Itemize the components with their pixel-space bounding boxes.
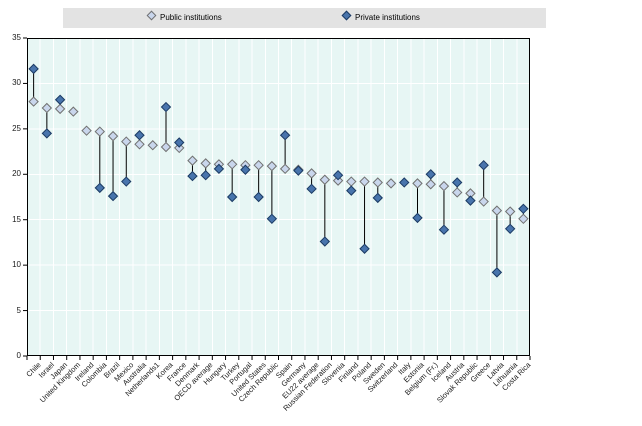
private-marker <box>200 169 211 181</box>
public-marker <box>425 179 436 190</box>
y-tick-label: 25 <box>12 123 21 133</box>
public-marker <box>107 130 119 142</box>
plot-svg <box>23 37 531 360</box>
private-marker <box>346 185 357 196</box>
private-marker <box>134 130 145 141</box>
private-marker <box>306 183 317 195</box>
public-marker <box>81 125 92 136</box>
y-tick-label: 15 <box>12 214 21 224</box>
private-marker <box>518 203 529 215</box>
private-marker <box>465 195 476 206</box>
public-marker <box>200 158 211 169</box>
private-marker <box>28 63 39 75</box>
private-marker <box>121 176 132 187</box>
public-marker <box>41 102 53 114</box>
legend-label-public: Public institutions <box>160 13 222 22</box>
public-marker <box>226 159 238 170</box>
y-tick-label: 35 <box>12 33 21 42</box>
private-marker <box>332 169 344 181</box>
private-marker <box>504 223 516 235</box>
public-marker <box>491 205 503 216</box>
private-marker <box>412 212 423 224</box>
private-marker <box>253 191 264 203</box>
public-marker <box>279 163 291 175</box>
public-marker <box>174 142 185 154</box>
private-marker <box>425 169 436 180</box>
y-tick-label: 20 <box>12 169 21 179</box>
light-diamond-icon <box>146 10 157 21</box>
private-marker <box>174 137 185 148</box>
legend-label-private: Private institutions <box>355 13 420 22</box>
public-marker <box>28 96 39 107</box>
plot-border <box>27 38 530 356</box>
public-marker <box>451 187 463 198</box>
private-marker <box>94 182 106 194</box>
public-marker <box>332 175 344 186</box>
private-marker <box>372 192 383 204</box>
private-marker <box>54 94 66 105</box>
public-marker <box>147 140 158 151</box>
private-marker <box>160 101 172 113</box>
private-marker <box>107 190 119 202</box>
dark-diamond-icon <box>341 10 352 21</box>
public-marker <box>359 176 370 187</box>
y-tick-label: 0 <box>16 351 21 360</box>
private-marker <box>187 170 198 182</box>
private-marker <box>491 267 503 278</box>
private-marker <box>359 243 370 254</box>
public-marker <box>438 180 450 192</box>
public-marker <box>253 159 264 171</box>
private-marker <box>213 163 225 175</box>
public-marker <box>306 168 317 179</box>
private-marker <box>399 177 410 188</box>
legend: Public institutions Private institutions <box>63 8 546 28</box>
private-marker <box>319 236 331 247</box>
private-marker <box>41 128 53 139</box>
private-marker <box>226 191 238 203</box>
public-marker <box>412 178 423 189</box>
legend-item-private: Private institutions <box>341 8 420 28</box>
private-marker <box>266 213 278 225</box>
private-marker <box>293 165 304 176</box>
private-marker <box>478 159 489 171</box>
y-tick-label: 30 <box>12 78 21 88</box>
y-tick-label: 5 <box>16 305 21 315</box>
public-marker <box>518 213 529 225</box>
public-marker <box>160 141 172 153</box>
public-marker <box>504 206 516 217</box>
public-marker <box>478 196 489 207</box>
public-marker <box>94 126 106 137</box>
public-marker <box>187 155 198 166</box>
public-marker <box>266 160 278 172</box>
private-marker <box>240 164 251 175</box>
public-marker <box>68 106 79 117</box>
private-marker <box>438 224 450 235</box>
legend-item-public: Public institutions <box>146 8 222 28</box>
public-marker <box>134 139 145 150</box>
y-tick-label: 10 <box>12 260 21 270</box>
public-marker <box>121 136 132 147</box>
public-marker <box>372 177 383 188</box>
public-marker <box>319 174 331 185</box>
private-marker <box>279 130 291 141</box>
private-marker <box>451 177 463 188</box>
public-marker <box>54 103 66 115</box>
public-marker <box>385 178 397 189</box>
